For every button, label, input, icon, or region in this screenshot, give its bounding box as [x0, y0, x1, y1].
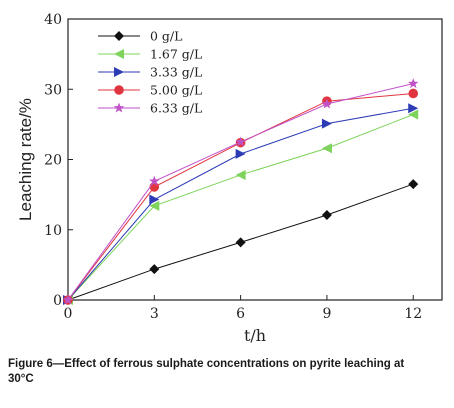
- x-tick-label: 6: [236, 306, 245, 322]
- y-axis-label: Leaching rate/%: [16, 98, 35, 221]
- legend-marker-4: [114, 85, 124, 95]
- data-point-series-2: [149, 200, 160, 211]
- y-tick-label: 40: [44, 12, 62, 28]
- data-point-series-3: [235, 148, 246, 159]
- legend-label-1: 0 g/L: [150, 29, 182, 44]
- caption-line-1: Figure 6—Effect of ferrous sulphate conc…: [8, 358, 405, 370]
- legend-label-2: 1.67 g/L: [150, 47, 202, 62]
- data-point-series-5: [235, 136, 246, 147]
- data-point-series-2: [321, 143, 332, 154]
- x-tick-label: 9: [322, 306, 331, 322]
- data-point-series-2: [408, 109, 419, 120]
- x-tick-label: 12: [404, 306, 422, 322]
- data-point-series-1: [149, 264, 160, 275]
- data-point-series-1: [235, 237, 246, 248]
- y-tick-label: 0: [53, 293, 62, 309]
- data-point-series-1: [321, 209, 332, 220]
- data-point-series-3: [408, 103, 419, 114]
- series-line-5: [67, 83, 414, 301]
- data-point-series-1: [408, 179, 419, 190]
- x-axis-label: t/h: [244, 326, 266, 345]
- data-point-series-3: [149, 194, 160, 205]
- legend-label-4: 5.00 g/L: [150, 83, 202, 98]
- legend-marker-1: [114, 31, 124, 41]
- series-line-4: [67, 92, 414, 301]
- data-point-series-5: [149, 175, 160, 186]
- data-point-series-3: [321, 118, 332, 129]
- y-tick-label: 30: [44, 82, 62, 98]
- legend-label-5: 6.33 g/L: [150, 101, 202, 116]
- legend-label-3: 3.33 g/L: [150, 65, 202, 80]
- legend-marker-3: [114, 67, 124, 77]
- x-tick-label: 0: [64, 306, 73, 322]
- legend-marker-5: [113, 102, 125, 113]
- data-point-series-5: [408, 78, 419, 89]
- figure-caption: Figure 6—Effect of ferrous sulphate conc…: [8, 357, 448, 387]
- y-tick-label: 20: [44, 153, 62, 169]
- data-point-series-5: [321, 98, 333, 109]
- caption-line-2: 30°C: [8, 373, 34, 385]
- data-point-series-4: [408, 88, 419, 99]
- data-point-series-5: [62, 294, 74, 305]
- x-tick-label: 3: [150, 306, 159, 322]
- y-tick-label: 10: [44, 223, 62, 239]
- legend-marker-2: [114, 49, 124, 59]
- data-point-series-2: [235, 169, 246, 180]
- chart: 0 3 6 9 12 0 10 20 30 40 t/h Leaching rate/% 0 g/L 1.…: [16, 12, 443, 345]
- plot-frame: [67, 18, 443, 301]
